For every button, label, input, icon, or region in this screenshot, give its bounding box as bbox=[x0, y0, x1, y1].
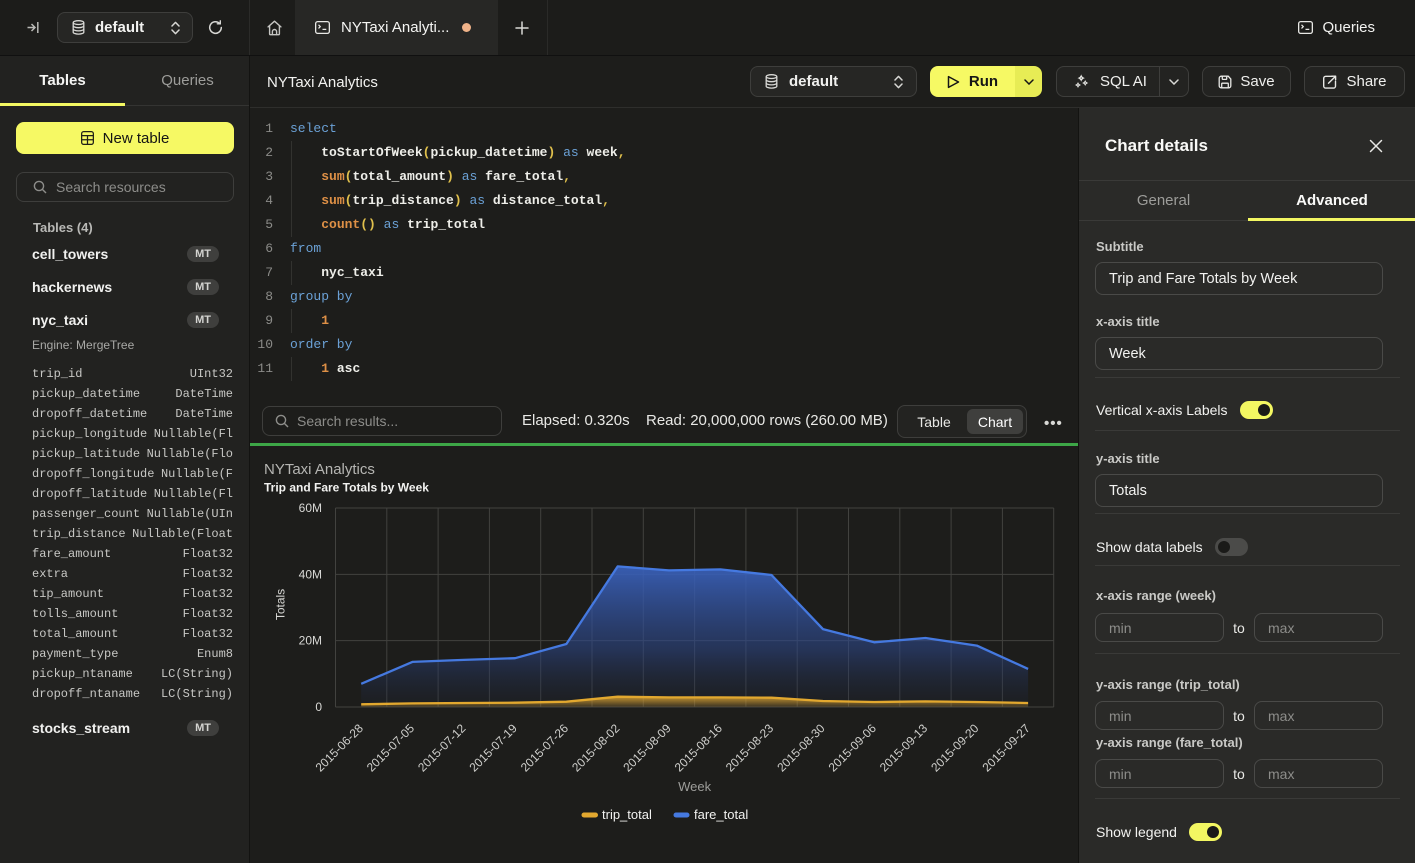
svg-text:Week: Week bbox=[678, 779, 711, 794]
svg-text:2015-07-19: 2015-07-19 bbox=[467, 721, 521, 775]
svg-text:2015-07-12: 2015-07-12 bbox=[415, 721, 469, 775]
svg-text:2015-08-23: 2015-08-23 bbox=[723, 721, 777, 775]
svg-text:2015-07-26: 2015-07-26 bbox=[518, 721, 572, 775]
svg-text:Trip and Fare Totals by Week: Trip and Fare Totals by Week bbox=[264, 481, 429, 495]
svg-text:2015-09-06: 2015-09-06 bbox=[826, 721, 880, 775]
svg-text:0: 0 bbox=[315, 700, 322, 714]
svg-text:2015-09-27: 2015-09-27 bbox=[980, 721, 1034, 775]
svg-text:20M: 20M bbox=[299, 634, 322, 648]
svg-text:2015-09-20: 2015-09-20 bbox=[928, 721, 982, 775]
svg-text:2015-08-16: 2015-08-16 bbox=[672, 721, 726, 775]
svg-text:trip_total: trip_total bbox=[602, 807, 652, 822]
svg-text:Totals: Totals bbox=[274, 589, 288, 620]
svg-text:2015-08-02: 2015-08-02 bbox=[569, 721, 623, 775]
svg-text:60M: 60M bbox=[299, 501, 322, 515]
svg-text:2015-08-09: 2015-08-09 bbox=[620, 721, 674, 775]
svg-text:2015-08-30: 2015-08-30 bbox=[774, 721, 828, 775]
svg-text:2015-06-28: 2015-06-28 bbox=[313, 721, 367, 775]
svg-text:NYTaxi Analytics: NYTaxi Analytics bbox=[264, 461, 375, 478]
svg-text:40M: 40M bbox=[299, 567, 322, 581]
svg-text:fare_total: fare_total bbox=[694, 807, 748, 822]
svg-text:2015-09-13: 2015-09-13 bbox=[877, 721, 931, 775]
svg-text:2015-07-05: 2015-07-05 bbox=[364, 721, 418, 775]
